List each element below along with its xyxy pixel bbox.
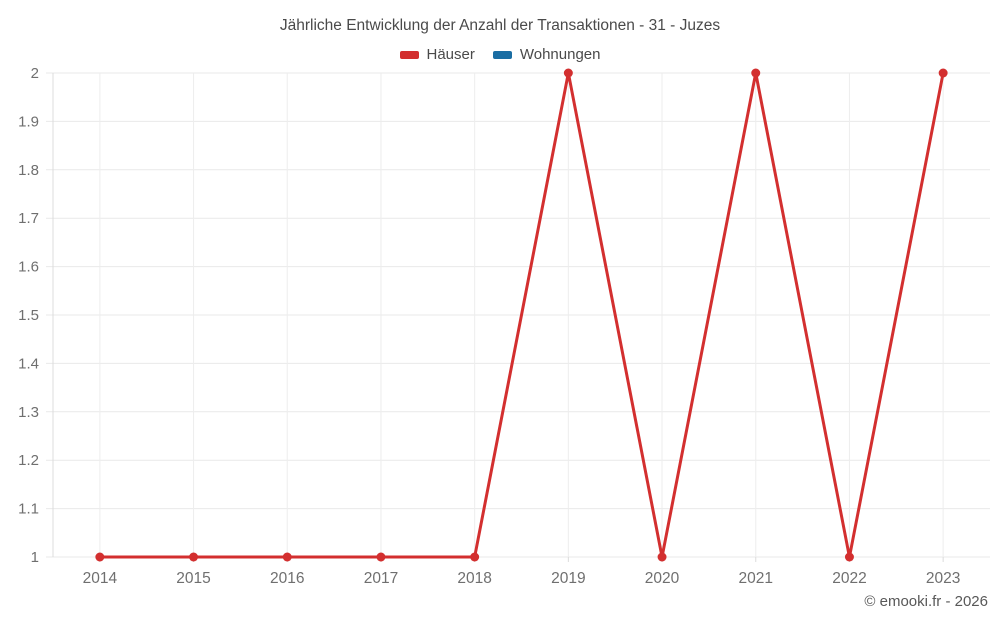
data-point[interactable] — [376, 552, 386, 562]
legend-item-wohnungen[interactable]: Wohnungen — [492, 46, 601, 63]
x-tick-label: 2015 — [176, 570, 210, 587]
x-tick-label: 2014 — [83, 570, 118, 587]
legend-swatch-wohnungen-icon — [492, 50, 512, 59]
y-tick-label: 1.3 — [18, 404, 39, 421]
data-point[interactable] — [657, 552, 667, 562]
x-tick-label: 2019 — [551, 570, 585, 587]
legend-label-haeuser: Häuser — [426, 46, 475, 63]
y-tick-label: 1.1 — [18, 501, 39, 518]
chart-title: Jährliche Entwicklung der Anzahl der Tra… — [279, 17, 721, 34]
legend-swatch-haeuser-icon — [399, 50, 419, 59]
data-point[interactable] — [470, 552, 480, 562]
x-tick-label: 2017 — [364, 570, 398, 587]
x-tick-label: 2016 — [270, 570, 304, 587]
x-tick-label: 2023 — [926, 570, 960, 587]
y-tick-label: 1.9 — [18, 113, 39, 130]
data-point[interactable] — [751, 68, 761, 78]
data-point[interactable] — [282, 552, 292, 562]
legend: Häuser Wohnungen — [0, 46, 1000, 63]
y-tick-label: 1.6 — [18, 259, 39, 276]
data-point[interactable] — [563, 68, 573, 78]
x-tick-label: 2018 — [457, 570, 491, 587]
x-tick-label: 2022 — [832, 570, 866, 587]
data-point[interactable] — [844, 552, 854, 562]
legend-label-wohnungen: Wohnungen — [519, 46, 601, 63]
x-tick-label: 2020 — [645, 570, 680, 587]
data-point[interactable] — [938, 68, 948, 78]
y-tick-label: 1.2 — [18, 452, 39, 469]
y-tick-label: 1.4 — [18, 355, 39, 372]
series-line-häuser — [98, 71, 945, 559]
y-tick-label: 1.7 — [18, 210, 39, 227]
y-tick-label: 2 — [31, 65, 39, 82]
data-point[interactable] — [189, 552, 199, 562]
y-tick-label: 1 — [31, 549, 39, 566]
y-tick-label: 1.5 — [18, 307, 39, 324]
y-tick-label: 1.8 — [18, 162, 39, 179]
data-point[interactable] — [95, 552, 105, 562]
x-tick-label: 2021 — [739, 570, 773, 587]
copyright: © emooki.fr - 2026 — [864, 593, 988, 610]
legend-item-haeuser[interactable]: Häuser — [399, 46, 475, 63]
